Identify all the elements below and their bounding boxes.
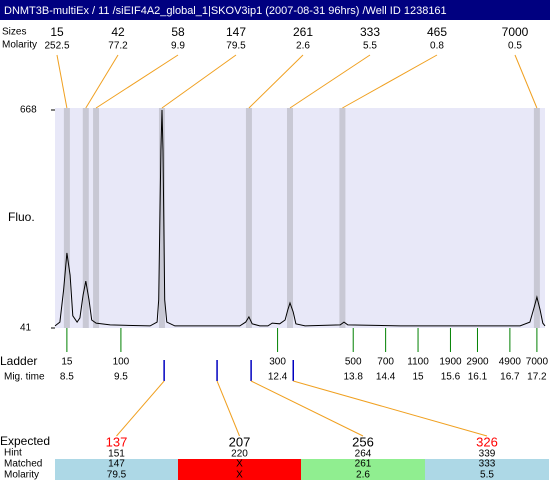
ladder-label: Ladder [0, 354, 37, 368]
peak-size: 15 [50, 25, 64, 39]
y-tick-label: 668 [20, 105, 37, 116]
molarity-value: 2.6 [356, 470, 370, 480]
header-label: Sizes [2, 27, 26, 38]
peak-connector [161, 54, 237, 109]
expected-value: 137 [106, 434, 128, 449]
peak-connector [289, 54, 371, 109]
peak-size: 7000 [502, 25, 529, 39]
expected-value: 326 [476, 434, 498, 449]
peak-molarity: 0.8 [430, 41, 444, 52]
peak-molarity: 0.5 [508, 41, 522, 52]
ladder-size: 100 [113, 357, 130, 368]
molarity-value: 79.5 [107, 470, 127, 480]
ladder-size: 15 [61, 357, 73, 368]
molarity-value: 5.5 [480, 470, 494, 480]
row-label: Expected [0, 434, 50, 448]
expected-connector [250, 380, 364, 437]
ladder-time: 16.7 [500, 372, 520, 383]
trace-line [54, 109, 546, 327]
plot-area [55, 108, 545, 328]
peak-band [339, 108, 346, 328]
row-label: Hint [4, 448, 22, 459]
peak-band [533, 108, 540, 328]
peak-molarity: 2.6 [296, 41, 310, 52]
peak-band [245, 108, 252, 328]
hint-value: 220 [231, 449, 248, 460]
cell-bg [301, 459, 425, 480]
ladder-size: 1100 [407, 357, 429, 368]
ladder-time: 17.2 [527, 372, 547, 383]
ladder-size: 300 [269, 357, 286, 368]
matched-value: 147 [108, 459, 125, 470]
peak-band [287, 108, 294, 328]
peak-connector [514, 54, 538, 109]
ladder-size: 4900 [499, 357, 522, 368]
peak-size: 261 [293, 25, 313, 39]
ladder-time: 15 [412, 372, 424, 383]
matched-value: 261 [355, 459, 372, 470]
peak-molarity: 252.5 [44, 41, 69, 52]
peak-connector [248, 54, 304, 109]
ladder-time: 12.4 [268, 372, 288, 383]
expected-value: 256 [352, 434, 374, 449]
peak-band [82, 108, 89, 328]
hint-value: 151 [108, 449, 125, 460]
ladder-time: 15.6 [441, 372, 461, 383]
ladder-size: 700 [377, 357, 394, 368]
peak-size: 333 [360, 25, 380, 39]
cell-bg [178, 459, 301, 480]
y-tick-label: 41 [20, 323, 32, 334]
ladder-size: 7000 [526, 357, 549, 368]
expected-connector [216, 380, 240, 437]
title-bar [0, 0, 550, 20]
peak-connector [85, 54, 119, 109]
row-label: Matched [4, 459, 42, 470]
hint-value: 339 [479, 449, 496, 460]
ladder-size: 1900 [439, 357, 462, 368]
y-axis-label: Fluo. [8, 210, 35, 224]
expected-connector [293, 380, 488, 437]
ladder-time: 8.5 [60, 372, 74, 383]
ladder-time: 14.4 [376, 372, 396, 383]
molarity-value: X [236, 470, 243, 480]
peak-band [158, 108, 165, 328]
ladder-time: 16.1 [468, 372, 488, 383]
cell-bg [425, 459, 549, 480]
peak-molarity: 9.9 [171, 41, 185, 52]
peak-band [93, 108, 100, 328]
matched-value: X [236, 459, 243, 470]
peak-connector [56, 54, 68, 109]
header-label: Molarity [2, 40, 37, 51]
ladder-size: 2900 [466, 357, 489, 368]
hint-value: 264 [355, 449, 372, 460]
peak-size: 58 [171, 25, 185, 39]
matched-value: 333 [479, 459, 496, 470]
peak-molarity: 79.5 [226, 41, 246, 52]
peak-connector [342, 54, 438, 109]
peak-size: 147 [226, 25, 246, 39]
time-label: Mig. time [4, 372, 45, 383]
peak-size: 465 [427, 25, 447, 39]
peak-connector [95, 54, 179, 109]
ladder-time: 13.8 [343, 372, 363, 383]
peak-band [63, 108, 70, 328]
ladder-time: 9.5 [114, 372, 128, 383]
row-label: Molarity [4, 470, 39, 480]
expected-connector [116, 380, 165, 437]
chart-title: DNMT3B-multiEx / 11 /siEIF4A2_global_1|S… [4, 5, 447, 17]
peak-molarity: 77.2 [108, 41, 128, 52]
peak-size: 42 [111, 25, 125, 39]
ladder-size: 500 [345, 357, 362, 368]
cell-bg [55, 459, 178, 480]
peak-molarity: 5.5 [363, 41, 377, 52]
expected-value: 207 [229, 434, 251, 449]
